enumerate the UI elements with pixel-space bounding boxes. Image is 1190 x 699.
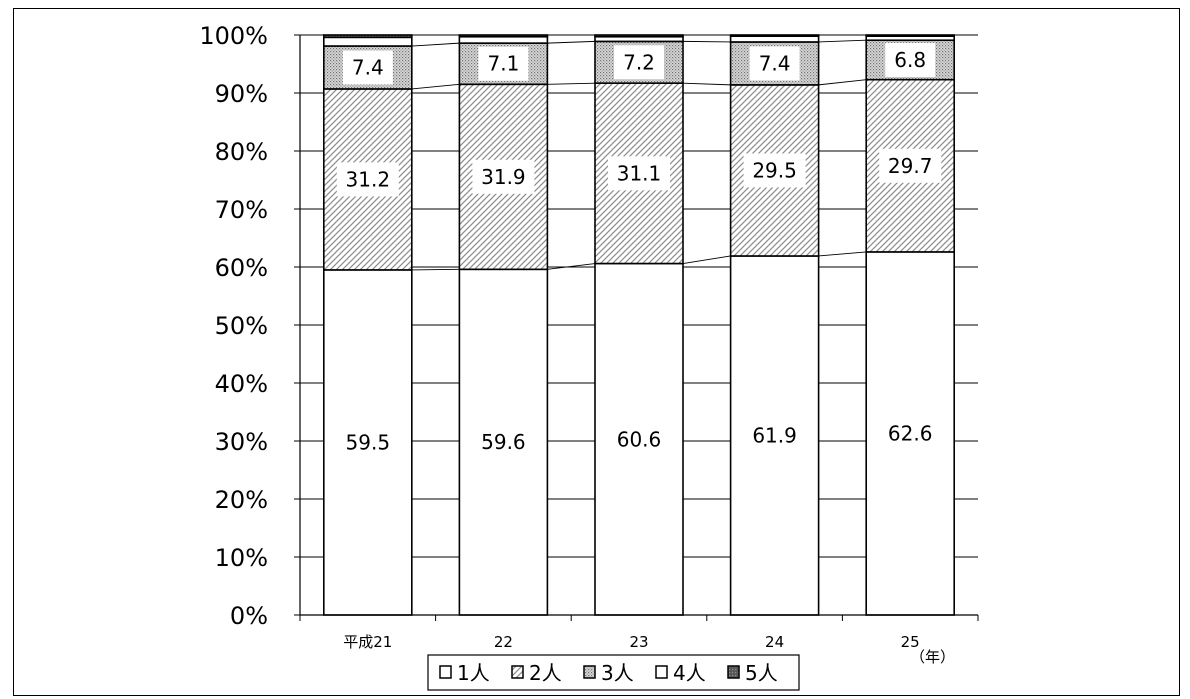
x-tick-label: 25 [901, 633, 920, 651]
x-tick-label: 平成21 [343, 633, 392, 651]
data-label: 61.9 [752, 423, 797, 447]
data-label: 29.7 [888, 154, 933, 178]
series-line [818, 39, 867, 43]
series-line [411, 268, 460, 271]
bar-segment [322, 34, 413, 39]
data-label-bg [342, 50, 393, 85]
x-tick-label: 24 [765, 633, 784, 651]
data-label-bg [614, 45, 664, 80]
y-tick-label: 40% [215, 370, 268, 398]
bar-segment [729, 35, 820, 43]
y-tick-label: 60% [215, 254, 268, 282]
legend-swatch [727, 665, 740, 679]
data-label-bg [336, 162, 399, 197]
y-tick-label: 20% [215, 486, 268, 514]
data-label: 31.1 [617, 161, 662, 185]
legend-label: 5人 [745, 661, 778, 685]
bars [322, 34, 956, 616]
x-tick-label: 22 [494, 633, 513, 651]
data-label: 7.2 [623, 50, 655, 74]
legend-label: 4人 [673, 661, 706, 685]
data-label-bg [879, 416, 942, 451]
y-tick-label: 0% [230, 602, 268, 630]
y-tick-label: 70% [215, 196, 268, 224]
legend-label: 3人 [601, 661, 634, 685]
series-line [682, 40, 731, 43]
series-line [547, 40, 596, 44]
data-label: 7.4 [759, 51, 791, 75]
series-line [682, 255, 731, 264]
data-label: 7.4 [352, 55, 384, 79]
data-label: 29.5 [752, 158, 797, 182]
legend-label: 2人 [529, 661, 562, 685]
data-label-bg [608, 156, 670, 191]
data-label-bg [885, 42, 936, 77]
data-labels: 59.5 31.2 7.4 59.6 31.9 7.1 60.6 31.1 7.2 61.9 29.… [336, 42, 942, 460]
y-tick-label: 30% [215, 428, 268, 456]
series-line [818, 79, 867, 86]
bar-segment [458, 34, 549, 38]
data-label-bg [749, 46, 800, 81]
bar-segment [594, 34, 684, 38]
data-label: 62.6 [888, 421, 933, 445]
data-label-bg [472, 159, 535, 194]
data-label-bg [472, 425, 535, 460]
axes: 0% 10% 20% 30% 40% 50% 60% 70% 80% 90% 100% 平成21 22 2… [199, 22, 979, 651]
chart-frame [13, 8, 1180, 696]
data-label-bg [336, 425, 399, 460]
data-label: 6.8 [894, 48, 926, 72]
y-tick-label: 10% [215, 544, 268, 572]
bar-segment [729, 34, 820, 37]
y-tick-label: 80% [215, 138, 268, 166]
data-label-bg [608, 422, 670, 457]
series-connectors [411, 39, 867, 271]
y-tick-label: 50% [215, 312, 268, 340]
legend-label: 1人 [457, 661, 490, 685]
data-label: 59.5 [346, 430, 391, 454]
series-line [818, 251, 867, 257]
y-tick-label: 100% [199, 22, 268, 50]
series-line [682, 82, 731, 86]
data-label-bg [478, 46, 529, 81]
series-line [547, 82, 596, 85]
bar-segment [458, 35, 549, 44]
legend: 1人 2人 3人 4人 5人 [427, 654, 800, 691]
y-tick-label: 90% [215, 80, 268, 108]
x-axis-unit: （年） [910, 648, 955, 666]
data-label-bg [743, 418, 806, 453]
legend-swatch [511, 665, 524, 679]
legend-swatch [583, 665, 596, 679]
x-tick-label: 23 [629, 633, 648, 651]
data-label: 31.9 [481, 165, 526, 189]
bar-segment [865, 34, 956, 37]
data-label: 31.2 [346, 167, 391, 191]
bar-segment [322, 36, 413, 47]
data-label: 60.6 [617, 427, 662, 451]
legend-swatch [439, 665, 452, 679]
data-label-bg [879, 148, 942, 183]
data-label: 59.6 [481, 430, 526, 454]
legend-swatch [655, 665, 668, 679]
series-line [411, 83, 460, 90]
data-label-bg [743, 153, 806, 188]
data-label: 7.1 [487, 52, 519, 76]
series-line [411, 42, 460, 47]
series-line [547, 263, 596, 270]
